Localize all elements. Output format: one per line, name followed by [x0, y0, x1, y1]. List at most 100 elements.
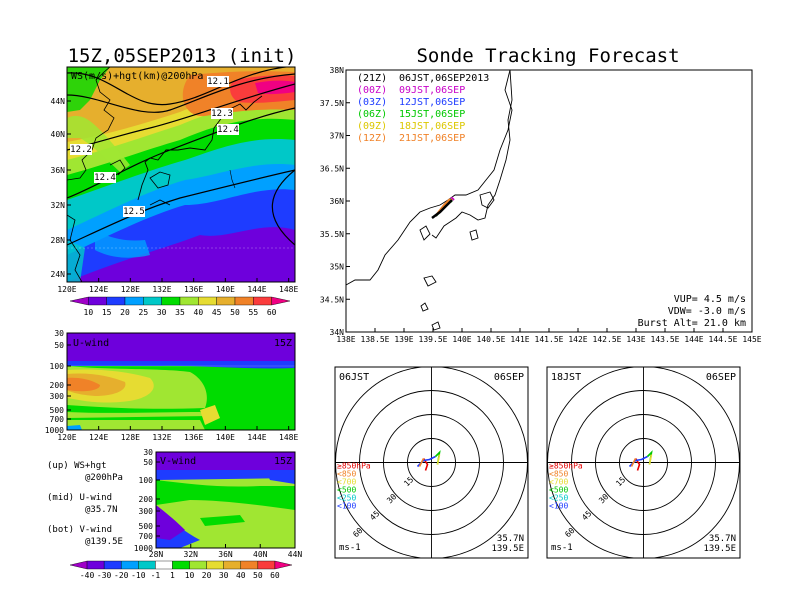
track-lat-axis: 38N 37.5N 37N 36.5N 36N 35.5N 35N 34.5N 34N: [320, 66, 350, 337]
hodo-trace: [436, 454, 441, 465]
colorbar-swatch: [121, 560, 139, 570]
map-lon-axis: 120E 124E 128E 132E 136E 140E 144E 148E: [57, 278, 298, 294]
colorbar-swatch: [253, 296, 272, 306]
lon-label: 128E: [121, 285, 140, 294]
colorbar-swatch: [223, 560, 241, 570]
colorbar-label: -1: [151, 571, 161, 580]
lat-label: 34.5N: [320, 295, 344, 304]
colorbar-swatch: [240, 560, 259, 570]
p-label: 50: [143, 458, 153, 467]
lon-label: 120E: [57, 285, 76, 294]
lat-label: 32N: [184, 550, 199, 559]
lon-label: 142E: [568, 335, 587, 344]
legend-code: (12Z): [357, 133, 387, 144]
p-label: 500: [50, 406, 65, 415]
colorbar-swatch: [271, 296, 291, 306]
colorbar-swatch: [88, 296, 107, 306]
contour-label-bg: [70, 144, 92, 155]
vdw-text: VDW= -3.0 m/s: [668, 306, 746, 317]
legend-time: 15JST,06SEP: [399, 109, 465, 120]
legend-time: 12JST,06SEP: [399, 97, 465, 108]
p-label: 200: [139, 495, 154, 504]
hodo-date: 06SEP: [706, 372, 736, 383]
contour-label: 12.4: [217, 125, 239, 135]
contour-label-bg: [123, 206, 145, 217]
hodo-time: 18JST: [551, 372, 581, 383]
lat-label: 40N: [51, 130, 66, 139]
p-label: 50: [54, 341, 64, 350]
uwind-label: U-wind: [73, 338, 109, 349]
colorbar-label: 40: [236, 571, 246, 580]
lat-label: 28N: [51, 236, 66, 245]
p-label: 30: [54, 329, 64, 338]
legend-code: (09Z): [357, 121, 387, 132]
lat-label: 36N: [218, 550, 233, 559]
lon-label: 144E: [684, 335, 703, 344]
hodo-level-label: ≥850hPa: [337, 462, 371, 471]
legend-code: (00Z): [357, 85, 387, 96]
colorbar-label: 35: [175, 308, 185, 317]
vwind-lat-axis: 28N 32N 36N 40N 44N: [149, 544, 302, 559]
note-up-level: @200hPa: [85, 473, 123, 483]
contour-label-bg: [217, 124, 239, 135]
colorbar-label: 45: [212, 308, 222, 317]
colorbar-label: 30: [157, 308, 167, 317]
p-label: 700: [50, 415, 65, 424]
colorbar-swatch: [138, 560, 156, 570]
map-panel: WS(m/s)+hgt(km)@200hPa 12.112.312.412.21…: [51, 66, 298, 317]
p-label: 1000: [134, 544, 153, 553]
lon-label: 138.5E: [361, 335, 390, 344]
colorbar-swatch: [274, 560, 293, 570]
colorbar-label: 40: [194, 308, 204, 317]
left-title: 15Z,05SEP2013 (init): [68, 45, 297, 67]
note-mid: (mid) U-wind: [47, 493, 112, 503]
hodo-lon: 139.5E: [703, 544, 736, 554]
colorbar-label: -20: [114, 571, 129, 580]
lon-label: 132E: [152, 285, 171, 294]
vwind-time: 15Z: [274, 456, 292, 467]
lon-label: 144E: [247, 285, 266, 294]
colorbar-swatch: [216, 296, 236, 306]
lat-label: 36.5N: [320, 164, 344, 173]
legend-time: 09JST,06SEP: [399, 85, 465, 96]
colorbar-label: 1: [170, 571, 175, 580]
lon-label: 143E: [626, 335, 645, 344]
lon-label: 141.5E: [535, 335, 564, 344]
colorbar-swatch: [155, 560, 173, 570]
hodo-level-label: <250: [549, 494, 568, 503]
hodo-lon: 139.5E: [491, 544, 524, 554]
lon-label: 140E: [452, 335, 471, 344]
legend-time: 18JST,06SEP: [399, 121, 465, 132]
colorbar-label: 50: [230, 308, 240, 317]
sonde-tracks: [431, 196, 455, 219]
hodo-unit: ms-1: [551, 543, 573, 553]
colorbar-swatch: [69, 560, 88, 570]
legend-code: (06Z): [357, 109, 387, 120]
colorbar-label: 20: [202, 571, 212, 580]
p-label: 300: [139, 507, 154, 516]
lon-label: 140E: [216, 285, 235, 294]
track-legend: (21Z) 06JST,06SEP2013 (00Z) 09JST,06SEP (03Z…: [357, 73, 489, 144]
hodo-trace: [418, 458, 425, 467]
hodo-lat: 35.7N: [709, 534, 736, 544]
lat-label: 35N: [330, 263, 345, 272]
lon-label: 124E: [89, 285, 108, 294]
note-up: (up) WS+hgt: [47, 461, 107, 471]
lon-label: 124E: [89, 433, 108, 442]
colorbar-swatch: [206, 560, 224, 570]
contour-label: 12.3: [211, 109, 233, 119]
lon-label: 143.5E: [651, 335, 680, 344]
lon-label: 144E: [247, 433, 266, 442]
hodo-trace: [648, 454, 653, 465]
bottom-colorbar: -40 -30 -20 -10 -1 1 10 20 30 40 50 60: [69, 560, 293, 580]
colorbar-swatch: [189, 560, 207, 570]
legend-code: (03Z): [357, 97, 387, 108]
lat-label: 44N: [51, 97, 66, 106]
hodo-date: 06SEP: [494, 372, 524, 383]
lat-label: 32N: [51, 201, 66, 210]
p-label: 100: [50, 362, 65, 371]
map-colorbar: 10 15 20 25 30 35 40 45 50 55 60: [69, 296, 291, 317]
